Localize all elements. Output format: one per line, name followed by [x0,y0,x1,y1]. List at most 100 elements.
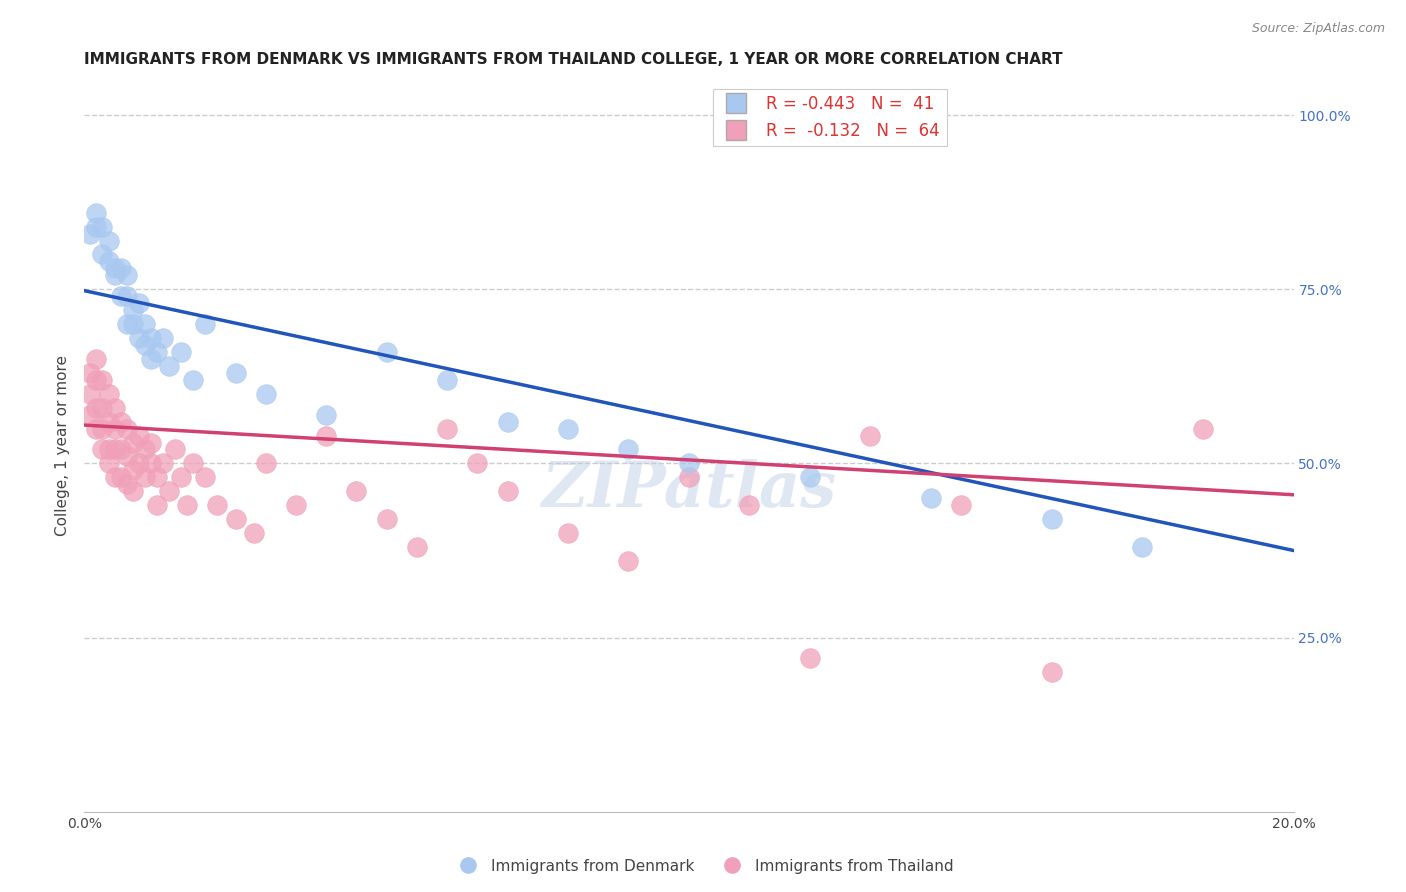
Point [115,477,138,491]
Point [91,442,114,457]
Point [79,227,101,241]
Point [79,386,101,401]
Text: Source: ZipAtlas.com: Source: ZipAtlas.com [1251,22,1385,36]
Point [115,450,138,464]
Point [121,303,143,318]
Point [134,338,156,352]
Point [110,289,132,303]
Point [859,428,882,442]
Point [128,296,150,310]
Point [97,442,120,457]
Point [104,261,127,276]
Point [104,401,127,415]
Point [254,457,277,471]
Point [134,470,156,484]
Point [678,470,700,484]
Point [115,289,138,303]
Point [152,331,174,345]
Point [91,373,114,387]
Point [97,234,120,248]
Point [121,435,143,450]
Point [194,470,217,484]
Point [1040,665,1063,680]
Point [799,651,821,665]
Point [86,401,108,415]
Legend: Immigrants from Denmark, Immigrants from Thailand: Immigrants from Denmark, Immigrants from… [446,853,960,880]
Point [254,386,277,401]
Point [139,457,162,471]
Point [207,498,229,512]
Point [194,317,217,331]
Point [146,345,169,359]
Point [91,421,114,435]
Legend: R = -0.443   N =  41, R =  -0.132   N =  64: R = -0.443 N = 41, R = -0.132 N = 64 [713,88,946,146]
Point [104,268,127,283]
Point [146,470,169,484]
Point [315,428,337,442]
Point [617,554,640,568]
Point [110,442,132,457]
Point [86,373,108,387]
Point [181,373,204,387]
Point [920,491,942,506]
Point [225,366,247,380]
Point [242,526,264,541]
Point [181,457,204,471]
Point [110,415,132,429]
Point [104,442,127,457]
Point [115,421,138,435]
Text: IMMIGRANTS FROM DENMARK VS IMMIGRANTS FROM THAILAND COLLEGE, 1 YEAR OR MORE CORR: IMMIGRANTS FROM DENMARK VS IMMIGRANTS FR… [84,52,1063,67]
Point [375,512,398,526]
Point [115,317,138,331]
Point [79,366,101,380]
Y-axis label: College, 1 year or more: College, 1 year or more [55,356,70,536]
Point [97,415,120,429]
Point [170,345,193,359]
Point [467,457,489,471]
Point [139,435,162,450]
Point [1192,421,1215,435]
Point [406,540,429,554]
Point [86,219,108,234]
Point [799,470,821,484]
Point [617,442,640,457]
Point [170,470,193,484]
Point [121,317,143,331]
Point [139,331,162,345]
Point [375,345,398,359]
Point [1130,540,1153,554]
Point [110,261,132,276]
Point [557,526,579,541]
Point [91,401,114,415]
Point [97,457,120,471]
Point [225,512,247,526]
Point [128,331,150,345]
Point [157,359,180,373]
Point [1040,512,1063,526]
Point [134,317,156,331]
Point [157,484,180,499]
Point [104,421,127,435]
Point [496,484,519,499]
Point [152,457,174,471]
Point [110,470,132,484]
Point [121,484,143,499]
Point [176,498,198,512]
Point [285,498,308,512]
Point [436,373,458,387]
Point [86,205,108,219]
Point [315,408,337,422]
Point [139,351,162,366]
Point [738,498,761,512]
Point [121,463,143,477]
Point [91,219,114,234]
Point [79,408,101,422]
Point [146,498,169,512]
Point [97,254,120,268]
Point [496,415,519,429]
Point [86,351,108,366]
Text: ZIPatlas: ZIPatlas [541,459,837,521]
Point [436,421,458,435]
Point [128,428,150,442]
Point [104,470,127,484]
